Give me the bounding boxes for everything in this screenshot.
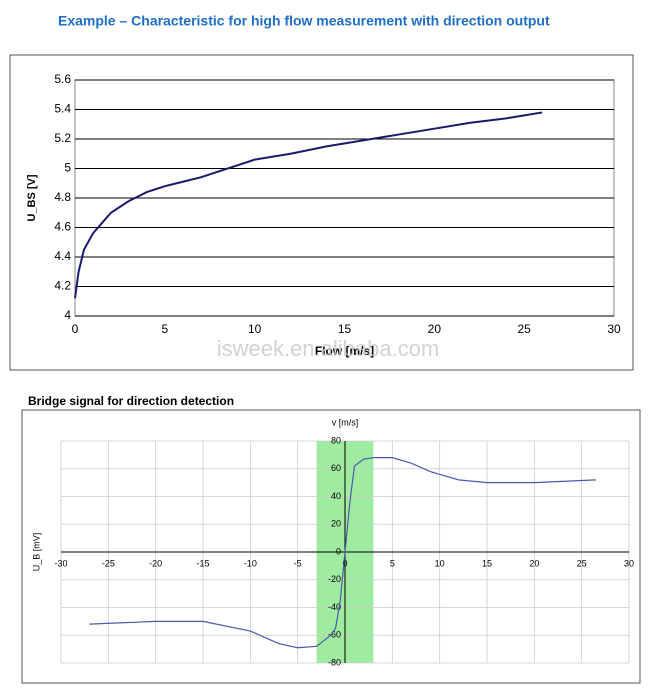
x-tick-label: -20 xyxy=(149,558,162,568)
y-tick-label: -40 xyxy=(328,602,341,612)
y-tick-label: 4.2 xyxy=(54,279,71,293)
y-tick-label: 5.4 xyxy=(54,102,71,116)
x-axis-label: Flow [m/s] xyxy=(315,344,374,358)
x-tick-label: -25 xyxy=(102,558,115,568)
x-tick-label: 5 xyxy=(161,322,168,336)
y-tick-label: 60 xyxy=(331,463,341,473)
y-tick-label: 40 xyxy=(331,491,341,501)
y-tick-label: 4.4 xyxy=(54,249,71,263)
x-tick-label: -15 xyxy=(196,558,209,568)
y-tick-label: 5.2 xyxy=(54,131,71,145)
y-tick-label: 4.8 xyxy=(54,190,71,204)
x-tick-label: 20 xyxy=(428,322,442,336)
y-tick-label: 0 xyxy=(336,546,341,556)
x-tick-label: 15 xyxy=(482,558,492,568)
y-axis-label: U_B [mV] xyxy=(31,533,41,572)
data-line xyxy=(89,457,596,649)
y-tick-label: 4 xyxy=(64,308,71,322)
y-tick-label: -80 xyxy=(328,657,341,667)
y-tick-label: 20 xyxy=(331,519,341,529)
x-tick-label: 5 xyxy=(390,558,395,568)
x-tick-label: 20 xyxy=(529,558,539,568)
x-axis-label: v [m/s] xyxy=(332,417,359,427)
y-tick-label: 80 xyxy=(331,435,341,445)
x-tick-label: 15 xyxy=(338,322,352,336)
y-tick-label: 5 xyxy=(64,161,71,175)
y-tick-label: 5.6 xyxy=(54,72,71,86)
x-tick-label: -10 xyxy=(244,558,257,568)
watermark: isweek.en.alibaba.com xyxy=(217,336,440,361)
x-tick-label: 25 xyxy=(577,558,587,568)
data-line xyxy=(74,111,543,299)
y-axis-label: U_BS [V] xyxy=(26,174,38,221)
x-tick-label: 10 xyxy=(435,558,445,568)
y-tick-label: -60 xyxy=(328,630,341,640)
page-title: Example – Characteristic for high flow m… xyxy=(58,13,550,29)
x-tick-label: 30 xyxy=(624,558,634,568)
chart-title: Bridge signal for direction detection xyxy=(28,394,234,408)
y-tick-label: 4.6 xyxy=(54,220,71,234)
x-tick-label: -30 xyxy=(54,558,67,568)
x-tick-label: 0 xyxy=(72,322,79,336)
x-tick-label: 10 xyxy=(248,322,262,336)
x-tick-label: 30 xyxy=(607,322,621,336)
x-tick-label: -5 xyxy=(294,558,302,568)
y-tick-label: -20 xyxy=(328,574,341,584)
x-tick-label: 25 xyxy=(517,322,531,336)
